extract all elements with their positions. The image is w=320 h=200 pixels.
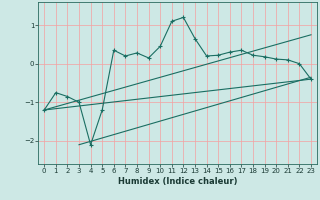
- X-axis label: Humidex (Indice chaleur): Humidex (Indice chaleur): [118, 177, 237, 186]
